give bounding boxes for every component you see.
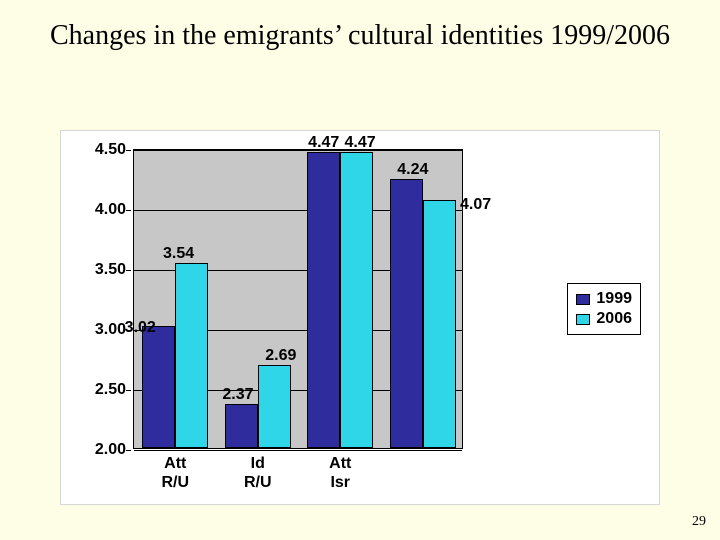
value-label: 4.47 [344,134,375,152]
bar-2006 [175,263,208,448]
legend-swatch-2006 [576,314,590,325]
value-label: 4.24 [397,161,428,179]
bar-2006 [258,365,291,448]
y-tick-label: 3.50 [95,261,126,279]
x-category-label: AttIsr [329,454,351,492]
y-tick-label: 3.00 [95,321,126,339]
bar-1999 [390,179,423,448]
chart-container: 4.50 4.00 3.50 3.00 2.50 2.00 3.02 3.54 AttR/U 2.… [60,130,660,505]
legend-label-2006: 2006 [596,310,632,328]
value-label: 2.69 [265,347,296,365]
legend-label-1999: 1999 [596,290,632,308]
value-label: 3.02 [125,319,156,337]
legend-swatch-1999 [576,294,590,305]
value-label: 3.54 [163,245,194,263]
y-tick-label: 2.00 [95,441,126,459]
page-number: 29 [692,514,706,530]
slide-title: Changes in the emigrants’ cultural ident… [0,0,720,61]
bar-1999 [307,152,340,448]
legend-item-1999: 1999 [576,290,632,308]
gridline [134,150,462,151]
plot-area: 4.504.003.503.002.502.003.023.54AttR/U2.… [133,149,463,449]
x-category-label: AttR/U [161,454,189,492]
bar-2006 [423,200,456,448]
legend-item-2006: 2006 [576,310,632,328]
value-label: 4.47 [308,134,339,152]
bar-1999 [142,326,175,448]
value-label: 4.07 [460,196,491,214]
y-tick-label: 2.50 [95,381,126,399]
y-tick-label: 4.50 [95,141,126,159]
legend: 1999 2006 [567,283,641,335]
gridline [134,450,462,451]
y-tick-label: 4.00 [95,201,126,219]
bar-2006 [340,152,373,448]
bar-1999 [225,404,258,448]
value-label: 2.37 [222,386,253,404]
x-category-label: IdR/U [244,454,272,492]
